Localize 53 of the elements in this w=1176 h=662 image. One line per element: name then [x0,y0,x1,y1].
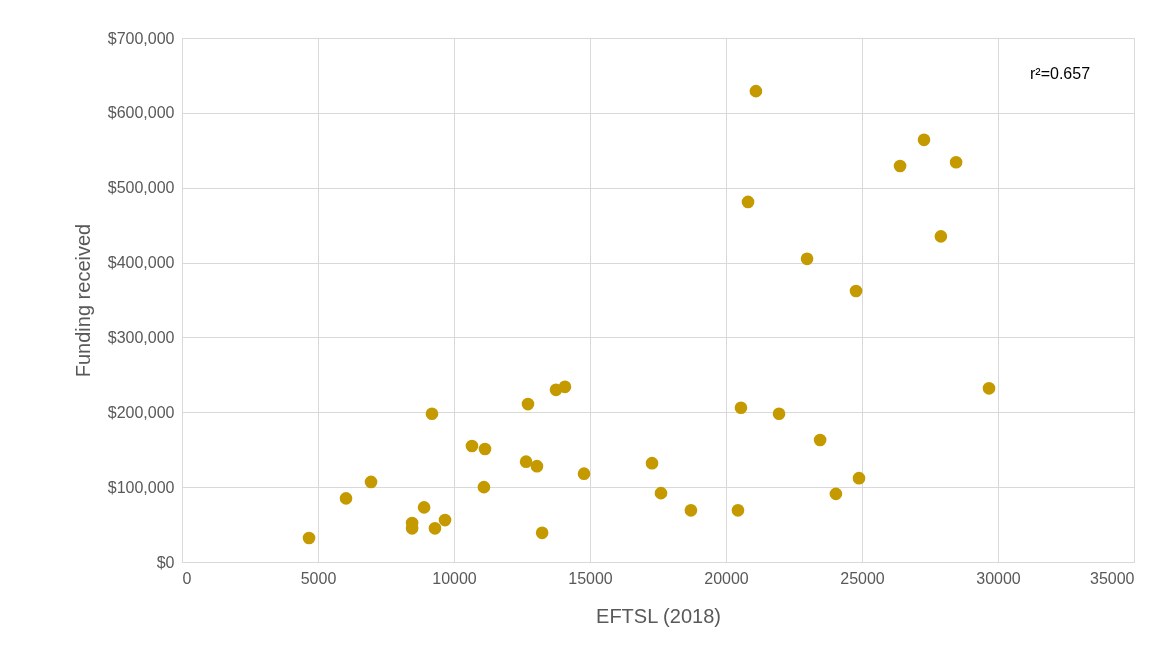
point [934,230,948,243]
point [519,455,533,468]
y-tick-label: $400,000 [107,254,175,272]
point [852,471,866,485]
annotation: r²=0.657 [1030,65,1091,82]
y-tick-label: $200,000 [107,403,175,421]
y-tick-label: $500,000 [107,179,175,197]
x-tick-label: 5000 [300,569,337,587]
point [654,486,668,500]
y-tick-label: $600,000 [107,104,175,122]
point [917,133,931,147]
point [302,531,316,545]
x-axis-title: EFTSL (2018) [596,604,721,627]
x-tick-label: 20000 [704,569,749,587]
point [684,504,698,517]
point [535,526,549,540]
point [530,459,544,473]
point [949,155,963,169]
x-tick-label: 25000 [840,569,885,587]
x-tick-label: 35000 [1090,569,1135,587]
point [521,397,535,411]
point [428,522,442,535]
point [417,501,431,514]
point [364,475,378,489]
y-tick-label: $700,000 [107,29,175,47]
point [477,480,491,494]
point [465,439,479,453]
point [772,407,786,421]
point [558,380,572,394]
point [438,513,452,527]
point [741,195,755,209]
y-tick-label: $0 [156,553,175,571]
x-tick-label: 30000 [976,569,1021,587]
point [731,504,745,517]
y-axis-title: Funding received [71,223,94,378]
point [829,487,843,501]
point [734,401,748,415]
point [849,284,863,298]
point [645,456,659,470]
point [749,84,763,98]
point [425,407,439,421]
point [478,442,492,456]
point [813,433,827,447]
point [982,382,996,395]
y-tick-label: $300,000 [107,328,175,346]
point [339,492,353,505]
point [577,467,591,480]
y-tick-label: $100,000 [107,478,175,496]
point [893,159,907,173]
x-tick-label: 0 [182,569,192,587]
point [800,252,814,266]
x-tick-label: 10000 [432,569,477,587]
x-tick-label: 15000 [568,569,613,587]
